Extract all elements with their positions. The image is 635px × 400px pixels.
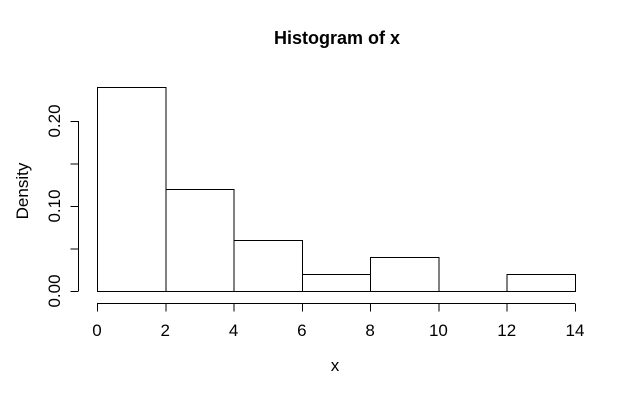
bars-layer	[97, 87, 577, 292]
x-tick-label: 2	[161, 321, 170, 340]
x-tick-label: 6	[297, 321, 306, 340]
histogram-bar	[370, 257, 440, 292]
x-tick-label: 10	[429, 321, 448, 340]
x-axis-label: x	[331, 356, 340, 375]
ticks-layer: 0 2 4 6 8 10 12 14 0.00 0.10 0.20	[45, 104, 585, 340]
y-tick-label: 0.10	[45, 189, 64, 222]
histogram-bar	[506, 274, 577, 292]
histogram-bar	[301, 274, 372, 292]
chart-title: Histogram of x	[274, 28, 400, 48]
x-tick-label: 14	[566, 321, 585, 340]
histogram-bar	[97, 87, 167, 292]
x-tick-label: 12	[497, 321, 516, 340]
histogram-bar	[233, 240, 303, 292]
x-tick-label: 8	[365, 321, 374, 340]
histogram-bar	[165, 189, 235, 292]
x-tick-label: 0	[92, 321, 101, 340]
y-tick-label: 0.20	[45, 104, 64, 137]
x-tick-label: 4	[229, 321, 238, 340]
y-axis-label: Density	[13, 162, 32, 219]
y-tick-label: 0.00	[45, 274, 64, 307]
